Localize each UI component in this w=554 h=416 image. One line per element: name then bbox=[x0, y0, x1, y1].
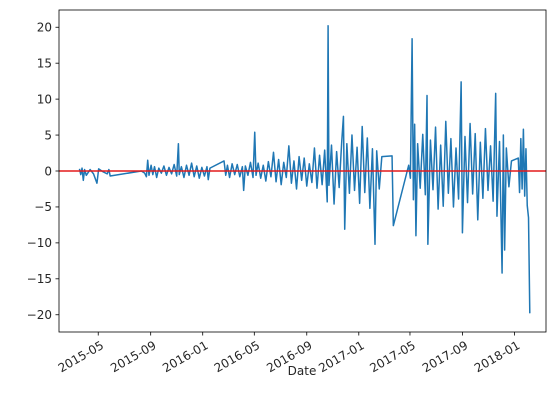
y-tick-label: 10 bbox=[37, 92, 52, 106]
y-tick-label: −15 bbox=[27, 272, 52, 286]
y-tick-label: 0 bbox=[44, 164, 52, 178]
y-tick-label: 15 bbox=[37, 56, 52, 70]
y-tick-label: −20 bbox=[27, 308, 52, 322]
y-tick-label: 20 bbox=[37, 21, 52, 35]
y-tick-label: 5 bbox=[44, 128, 52, 142]
x-axis-label: Date bbox=[288, 364, 317, 378]
plot-area bbox=[59, 25, 546, 314]
y-tick-label: −10 bbox=[27, 236, 52, 250]
y-axis: −20 −15 −10 −5 0 5 10 15 20 bbox=[27, 21, 59, 322]
y-tick-label: −5 bbox=[34, 200, 52, 214]
axes-frame bbox=[58, 9, 547, 333]
series-line-0 bbox=[78, 25, 531, 314]
